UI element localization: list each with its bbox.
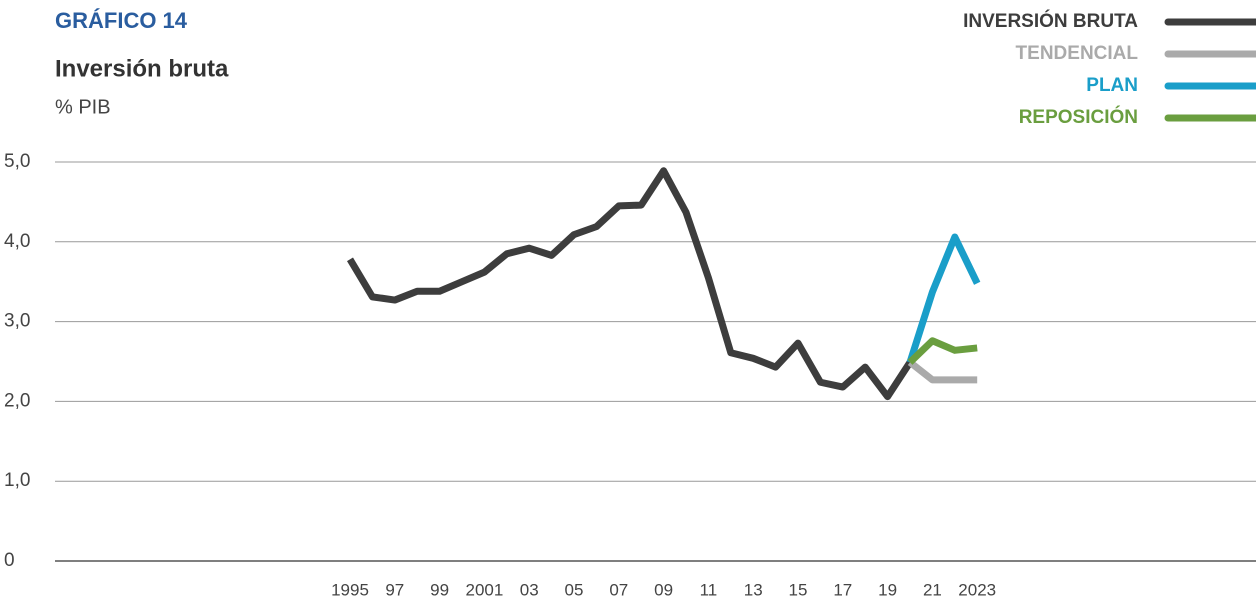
legend-label: REPOSICIÓN — [1019, 106, 1138, 128]
line-series — [907, 359, 978, 384]
x-tick-label: 09 — [654, 580, 673, 599]
legend-label: PLAN — [1086, 75, 1138, 96]
x-tick-label: 05 — [565, 580, 584, 599]
y-tick-label: 5,0 — [4, 151, 30, 172]
legend-label: INVERSIÓN BRUTA — [963, 10, 1138, 32]
x-tick-label: 2023 — [958, 580, 996, 599]
y-tick-label: 0 — [4, 550, 15, 571]
chart-label: GRÁFICO 14 — [55, 8, 188, 33]
x-tick-label: 19 — [878, 580, 897, 599]
x-tick-label: 97 — [385, 580, 404, 599]
unit-label: % PIB — [55, 96, 111, 118]
x-tick-label: 11 — [700, 580, 718, 599]
chart-title: Inversión bruta — [55, 55, 229, 82]
line-series — [907, 337, 978, 365]
x-tick-label: 99 — [430, 580, 449, 599]
x-tick-label: 2001 — [465, 580, 503, 599]
y-tick-label: 1,0 — [4, 470, 30, 491]
y-tick-label: 4,0 — [4, 231, 30, 252]
x-tick-label: 03 — [520, 580, 539, 599]
x-tick-label: 13 — [744, 580, 763, 599]
x-tick-label: 21 — [923, 580, 942, 599]
y-tick-label: 3,0 — [4, 311, 30, 332]
x-tick-label: 17 — [833, 580, 852, 599]
line-series — [906, 233, 981, 364]
x-tick-label: 1995 — [331, 580, 369, 599]
line-series — [346, 167, 913, 401]
legend-label: TENDENCIAL — [1016, 43, 1139, 64]
y-tick-label: 2,0 — [4, 390, 30, 411]
x-tick-label: 07 — [609, 580, 628, 599]
x-tick-label: 15 — [789, 580, 808, 599]
